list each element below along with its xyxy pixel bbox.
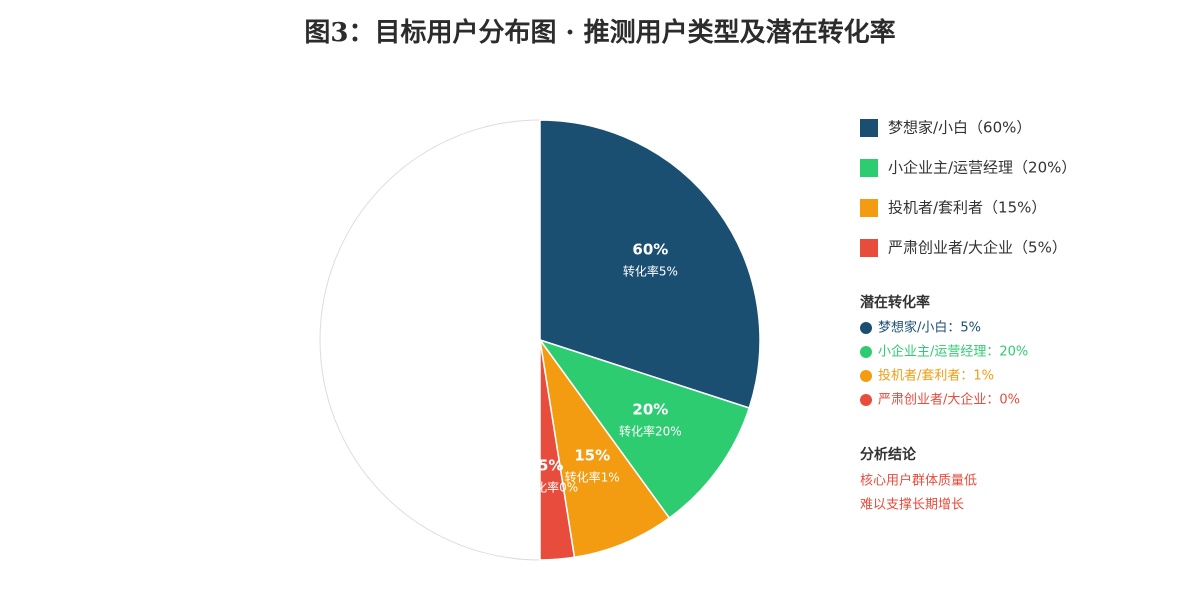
- slice-conversion-label: 转化率1%: [565, 470, 620, 485]
- slice-value-label: 5%: [538, 456, 563, 474]
- legend-label: 投机者/套利者（15%）: [888, 199, 1046, 217]
- conversion-dot: [860, 322, 872, 334]
- conversion-item: 严肃创业者/大企业：0%: [878, 392, 1020, 408]
- legend-label: 严肃创业者/大企业（5%）: [888, 239, 1067, 257]
- conversion-item: 小企业主/运营经理：20%: [878, 344, 1028, 360]
- slice-conversion-label: 转化率20%: [619, 424, 682, 439]
- conversion-title: 潜在转化率: [860, 294, 930, 311]
- slice-conversion-label: 转化率0%: [523, 479, 578, 494]
- slice-value-label: 60%: [632, 240, 668, 258]
- analysis-line: 难以支撑长期增长: [860, 498, 964, 513]
- slice-value-label: 15%: [574, 447, 610, 465]
- conversion-dot: [860, 370, 872, 382]
- legend-swatch: [860, 159, 878, 177]
- chart-title: 图3：目标用户分布图 · 推测用户类型及潜在转化率: [304, 17, 895, 48]
- legend-swatch: [860, 199, 878, 217]
- conversion-item: 投机者/套利者：1%: [878, 368, 994, 384]
- analysis-title: 分析结论: [860, 446, 917, 463]
- legend-swatch: [860, 119, 878, 137]
- conversion-dot: [860, 394, 872, 406]
- slice-value-label: 20%: [632, 401, 668, 419]
- pie-slice: [539, 339, 671, 559]
- conversion-item: 梦想家/小白：5%: [878, 320, 981, 336]
- legend-label: 梦想家/小白（60%）: [888, 119, 1031, 137]
- legend-label: 小企业主/运营经理（20%）: [888, 159, 1076, 177]
- slice-conversion-label: 转化率5%: [623, 263, 678, 278]
- conversion-dot: [860, 346, 872, 358]
- pie-slice: [539, 119, 761, 409]
- legend-swatch: [860, 239, 878, 257]
- pie-slice: [538, 338, 751, 520]
- pie-slice: [539, 339, 576, 561]
- analysis-line: 核心用户群体质量低: [860, 473, 977, 489]
